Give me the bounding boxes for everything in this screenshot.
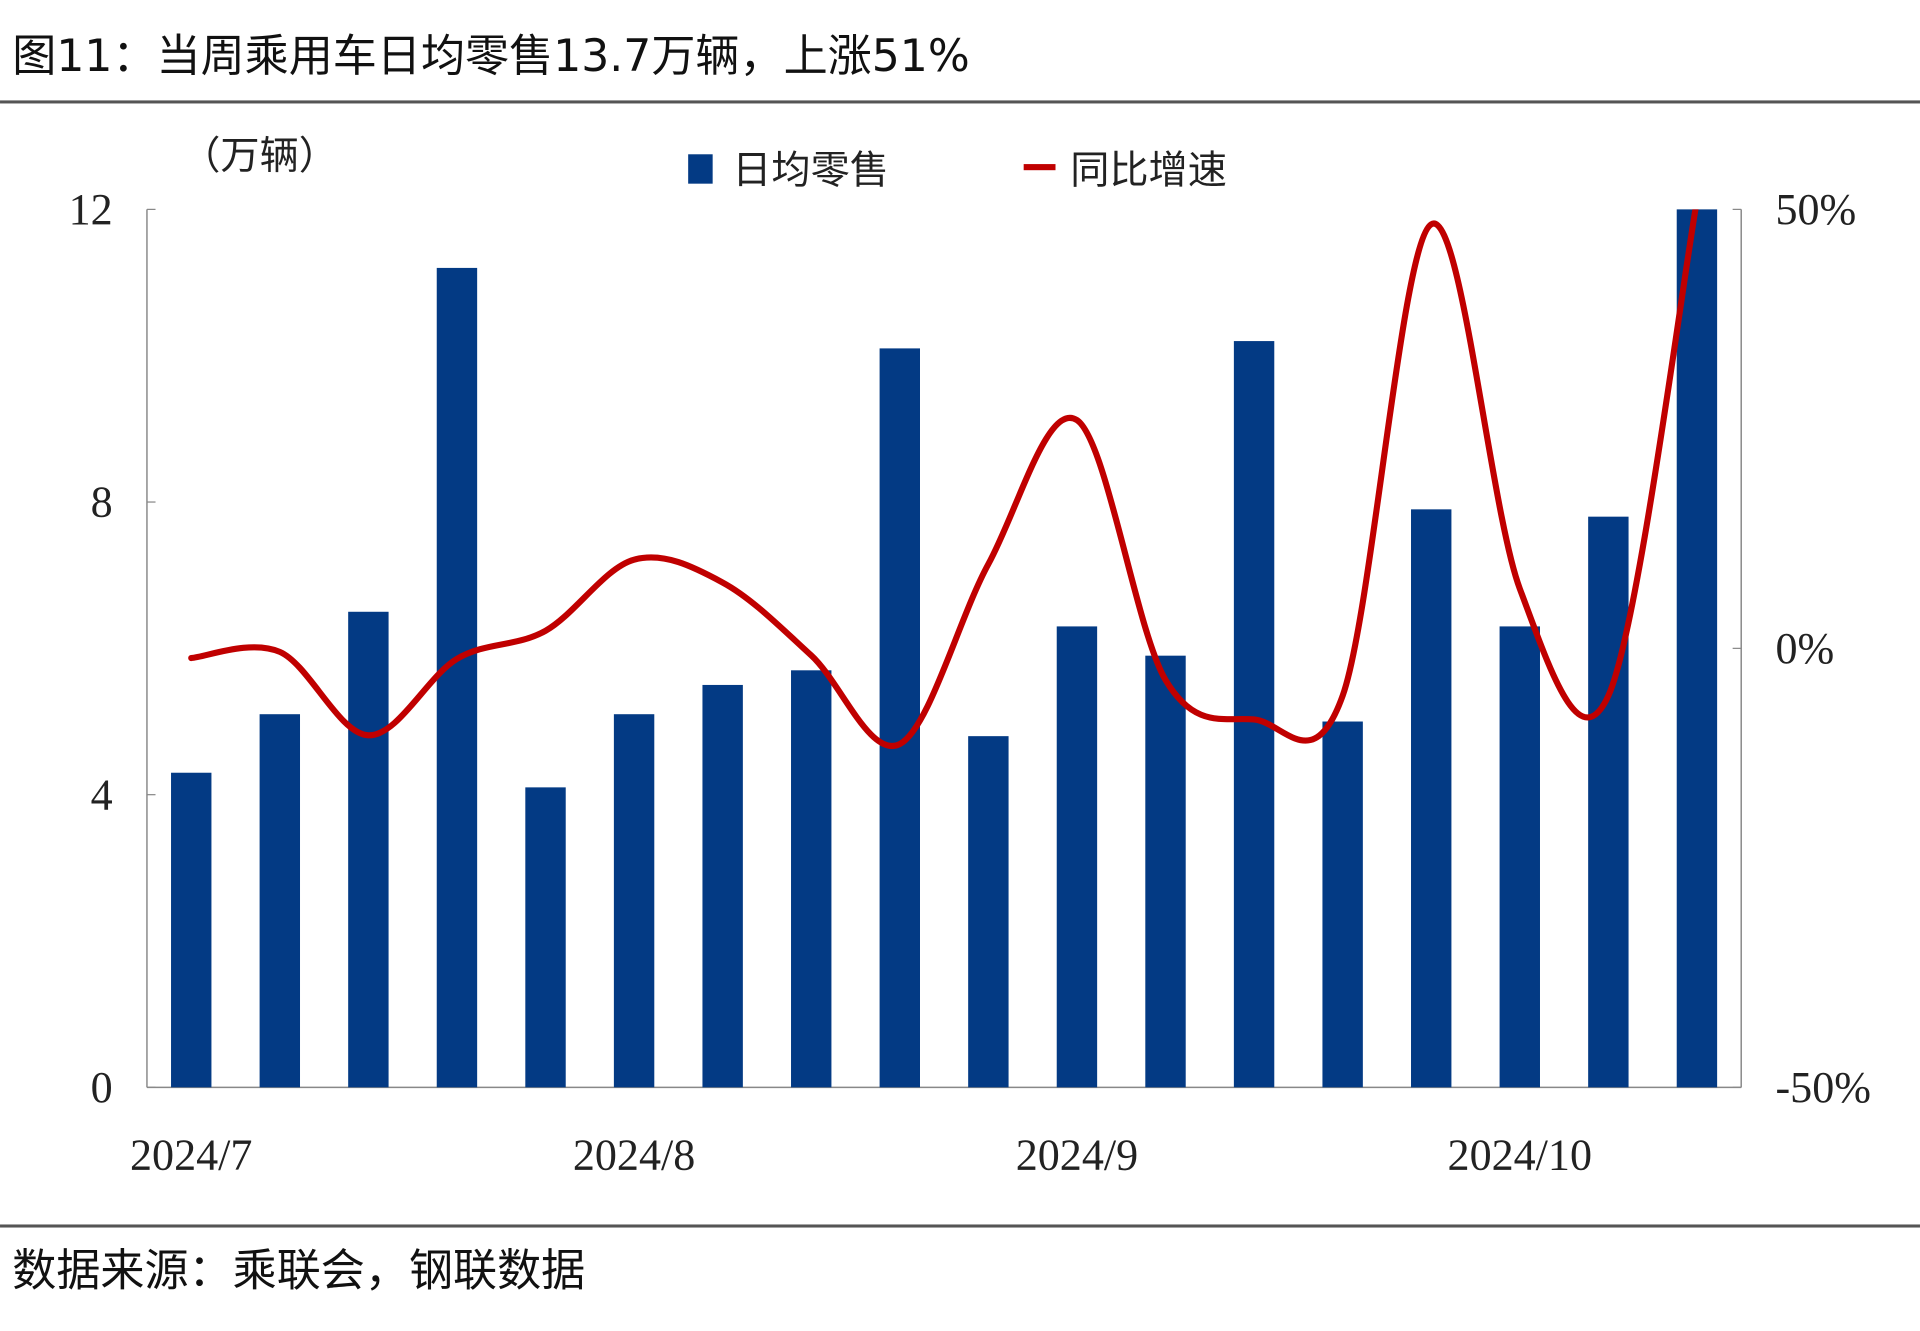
legend-line-label: 同比增速	[1070, 149, 1227, 194]
bar	[436, 267, 478, 1088]
bar	[525, 787, 566, 1088]
right-tick-label: -50%	[1775, 1063, 1870, 1112]
growth-line	[188, 209, 1699, 750]
legend-bar-swatch	[688, 154, 713, 184]
bar	[1676, 209, 1718, 1088]
bar	[1233, 341, 1275, 1088]
legend-bar-label: 日均零售	[732, 149, 889, 194]
x-tick-label: 2024/10	[1448, 1130, 1592, 1179]
bar	[1588, 516, 1629, 1088]
left-tick-label: 4	[91, 770, 113, 819]
left-tick-label: 12	[69, 185, 113, 234]
source-note: 数据来源：乘联会，钢联数据	[12, 1246, 585, 1297]
axes: 0 4 8 12 -50% 0% 50% 2024/7 2024/8 2024/9 2024/10	[69, 185, 1871, 1179]
bars	[171, 209, 1718, 1088]
bar	[968, 736, 1009, 1088]
bar	[613, 714, 655, 1088]
right-tick-label: 50%	[1775, 185, 1856, 234]
unit-label: （万辆）	[181, 134, 338, 179]
right-tick-label: 0%	[1775, 624, 1834, 673]
bar	[1322, 721, 1363, 1088]
bar	[791, 670, 832, 1088]
title-rule	[0, 100, 1920, 104]
bar	[1145, 655, 1186, 1088]
source-rule	[0, 1224, 1920, 1228]
bar	[879, 348, 921, 1088]
bar	[259, 714, 301, 1088]
bar	[1411, 509, 1452, 1088]
bar	[171, 772, 212, 1088]
bar	[1499, 626, 1540, 1088]
chart-title: 图11：当周乘用车日均零售13.7万辆，上涨51%	[12, 31, 969, 82]
bar	[702, 684, 743, 1088]
bar	[348, 611, 389, 1088]
line-series	[188, 209, 1699, 750]
x-tick-label: 2024/7	[130, 1130, 252, 1179]
legend-line-swatch	[1023, 164, 1056, 171]
x-tick-label: 2024/9	[1016, 1130, 1138, 1179]
legend: 日均零售 同比增速	[688, 149, 1227, 194]
left-tick-label: 0	[91, 1063, 113, 1112]
x-tick-label: 2024/8	[573, 1130, 695, 1179]
left-tick-label: 8	[91, 478, 113, 527]
bar	[1056, 626, 1098, 1088]
